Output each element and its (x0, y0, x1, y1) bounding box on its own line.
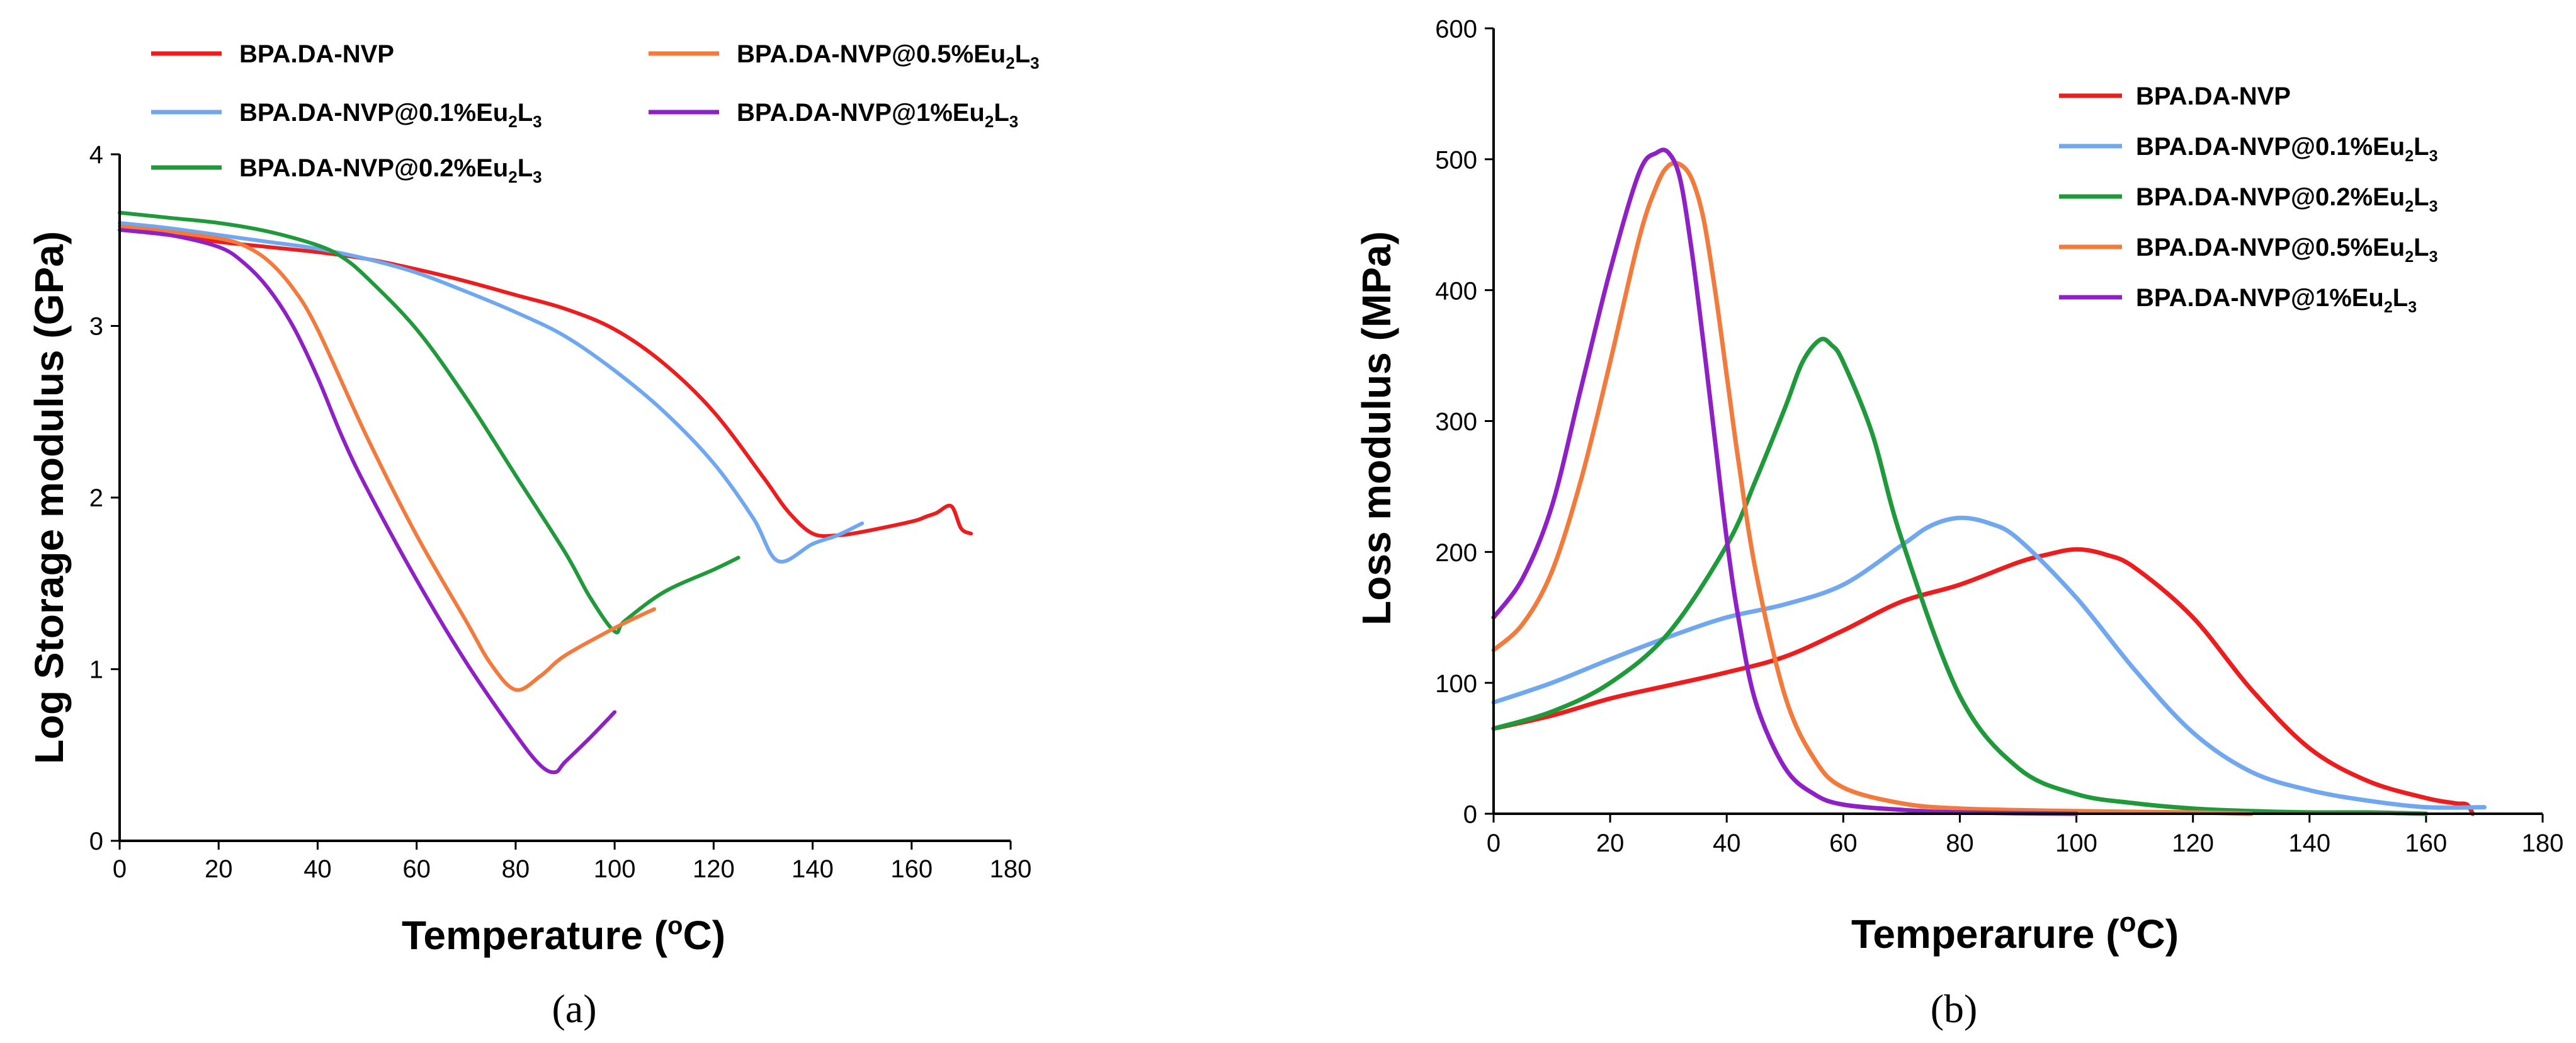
x-tick-label: 20 (1596, 829, 1625, 857)
panel-b-label: (b) (1931, 986, 1978, 1031)
legend-label: BPA.DA-NVP@1%Eu2L3 (737, 99, 1018, 131)
y-tick-label: 2 (89, 484, 103, 512)
x-tick-label: 140 (2288, 829, 2330, 857)
y-tick-label: 1 (89, 656, 103, 684)
x-tick-label: 60 (402, 855, 431, 883)
panel-a-x-axis-title: Temperature (oC) (402, 912, 725, 958)
y-tick-label: 4 (89, 141, 103, 169)
series-line-5 (118, 227, 617, 775)
y-tick-label: 200 (1435, 539, 1477, 567)
x-tick-label: 120 (2172, 829, 2214, 857)
y-tick-label: 600 (1435, 16, 1477, 43)
panel-a-chart: BPA.DA-NVP BPA.DA-NVP@0.1%Eu2L3 BPA.DA-N… (26, 40, 1040, 1031)
series-line-4 (118, 224, 656, 692)
y-tick-label: 3 (89, 313, 103, 341)
legend-label: BPA.DA-NVP@0.5%Eu2L3 (2136, 234, 2437, 266)
x-tick-label: 120 (693, 855, 735, 883)
y-tick-label: 300 (1435, 408, 1477, 436)
legend-item-a-4: BPA.DA-NVP@1%Eu2L3 (649, 99, 1018, 131)
series-line-2 (118, 221, 865, 564)
series-line-5 (1491, 147, 2079, 816)
panel-b-series (1491, 147, 2487, 816)
legend-item-b-2: BPA.DA-NVP@0.2%Eu2L3 (2059, 183, 2437, 215)
legend-item-b-4: BPA.DA-NVP@1%Eu2L3 (2059, 284, 2417, 316)
x-tick-label: 140 (792, 855, 834, 883)
panel-a-ticks: 0 20 40 60 80 100 120 140 160 180 0 1 2 3 4 (89, 141, 1032, 883)
x-tick-label: 80 (502, 855, 530, 883)
series-line-3 (118, 210, 740, 635)
x-tick-label: 40 (1713, 829, 1741, 857)
legend-item-b-0: BPA.DA-NVP (2059, 83, 2291, 110)
y-tick-label: 500 (1435, 147, 1477, 174)
x-tick-label: 160 (890, 855, 933, 883)
series-line-1 (118, 227, 973, 539)
y-tick-label: 400 (1435, 277, 1477, 305)
x-tick-label: 160 (2405, 829, 2448, 857)
legend-item-a-2: BPA.DA-NVP@0.2%Eu2L3 (151, 154, 542, 186)
legend-label: BPA.DA-NVP@0.1%Eu2L3 (2136, 133, 2437, 165)
panel-a-y-axis-title: Log Storage modulus (GPa) (26, 231, 72, 764)
panel-b-legend: BPA.DA-NVP BPA.DA-NVP@0.1%Eu2L3 BPA.DA-N… (2059, 83, 2437, 316)
x-tick-label: 180 (2522, 829, 2564, 857)
x-tick-label: 0 (1487, 829, 1501, 857)
legend-item-a-0: BPA.DA-NVP (151, 40, 394, 68)
panel-a-series (118, 210, 973, 775)
legend-item-a-1: BPA.DA-NVP@0.1%Eu2L3 (151, 99, 542, 131)
x-tick-label: 40 (304, 855, 332, 883)
series-line-2 (1491, 515, 2487, 810)
panel-a-label: (a) (552, 986, 596, 1031)
legend-item-a-3: BPA.DA-NVP@0.5%Eu2L3 (649, 40, 1040, 72)
series-line-1 (1491, 547, 2475, 816)
legend-label: BPA.DA-NVP@0.5%Eu2L3 (737, 40, 1040, 72)
legend-label: BPA.DA-NVP@0.1%Eu2L3 (239, 99, 542, 131)
x-tick-label: 20 (205, 855, 233, 883)
series-line-3 (1491, 336, 2429, 816)
x-tick-label: 100 (594, 855, 636, 883)
legend-item-b-3: BPA.DA-NVP@0.5%Eu2L3 (2059, 234, 2437, 266)
legend-label: BPA.DA-NVP@1%Eu2L3 (2136, 284, 2417, 316)
legend-label: BPA.DA-NVP@0.2%Eu2L3 (239, 154, 542, 186)
legend-item-b-1: BPA.DA-NVP@0.1%Eu2L3 (2059, 133, 2437, 165)
panel-b-y-axis-title: Loss modulus (MPa) (1354, 231, 1399, 625)
panel-a-legend: BPA.DA-NVP BPA.DA-NVP@0.1%Eu2L3 BPA.DA-N… (151, 40, 1040, 186)
x-tick-label: 80 (1946, 829, 1974, 857)
legend-label: BPA.DA-NVP@0.2%Eu2L3 (2136, 183, 2437, 215)
y-tick-label: 0 (1463, 801, 1477, 829)
panel-b-chart: BPA.DA-NVP BPA.DA-NVP@0.1%Eu2L3 BPA.DA-N… (1354, 16, 2563, 1031)
x-tick-label: 100 (2055, 829, 2097, 857)
series-line-4 (1491, 161, 2254, 816)
legend-label: BPA.DA-NVP (2136, 83, 2291, 110)
y-tick-label: 100 (1435, 670, 1477, 698)
panel-b-ticks: 0 20 40 60 80 100 120 140 160 180 0 100 200 300 400 500… (1435, 16, 2563, 857)
legend-label: BPA.DA-NVP (239, 40, 394, 68)
x-tick-label: 60 (1829, 829, 1858, 857)
x-tick-label: 0 (113, 855, 127, 883)
panel-b-x-axis-title: Temperarure (oC) (1851, 907, 2179, 957)
x-tick-label: 180 (990, 855, 1032, 883)
y-tick-label: 0 (89, 828, 103, 855)
